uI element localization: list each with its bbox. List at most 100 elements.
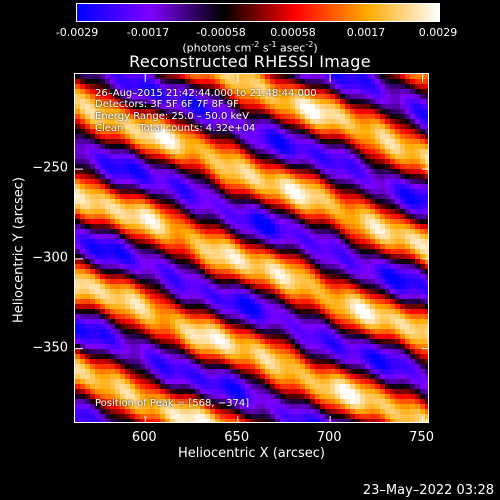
heatmap-cell <box>175 374 181 380</box>
heatmap-cell <box>305 164 311 170</box>
heatmap-cell <box>375 214 381 220</box>
heatmap-cell <box>185 229 191 235</box>
heatmap-cell <box>260 209 266 215</box>
heatmap-cell <box>175 279 181 285</box>
heatmap-cell <box>280 199 286 205</box>
heatmap-cell <box>405 179 411 185</box>
heatmap-cell <box>280 109 286 115</box>
heatmap-cell <box>200 284 206 290</box>
heatmap-cell <box>205 134 211 140</box>
heatmap-cell <box>355 349 361 355</box>
heatmap-cell <box>365 109 371 115</box>
heatmap-cell <box>200 169 206 175</box>
heatmap-cell <box>230 359 236 365</box>
heatmap-cell <box>275 329 281 335</box>
heatmap-cell <box>85 74 91 80</box>
heatmap-cell <box>405 334 411 340</box>
heatmap-cell <box>100 159 106 165</box>
heatmap-cell <box>285 169 291 175</box>
heatmap-cell <box>235 309 241 315</box>
heatmap-cell <box>160 239 166 245</box>
heatmap-cell <box>390 164 396 170</box>
heatmap-cell <box>255 389 261 395</box>
heatmap-cell <box>235 329 241 335</box>
heatmap-cell <box>370 74 376 80</box>
heatmap-cell <box>415 379 421 385</box>
heatmap-cell <box>125 329 131 335</box>
heatmap-cell <box>130 339 136 345</box>
heatmap-cell <box>270 359 276 365</box>
heatmap-cell <box>230 374 236 380</box>
heatmap-cell <box>305 229 311 235</box>
heatmap-cell <box>360 79 366 85</box>
heatmap-cell <box>400 224 406 230</box>
heatmap-cell <box>280 219 286 225</box>
heatmap-cell <box>80 389 86 395</box>
heatmap-cell <box>380 99 386 105</box>
heatmap-cell <box>325 379 331 385</box>
heatmap-cell <box>220 99 226 105</box>
heatmap-cell <box>180 249 186 255</box>
heatmap-cell <box>405 389 411 395</box>
heatmap-cell <box>120 359 126 365</box>
heatmap-cell <box>125 209 131 215</box>
heatmap-cell <box>165 404 171 410</box>
heatmap-cell <box>85 294 91 300</box>
heatmap-cell <box>245 319 251 325</box>
heatmap-cell <box>165 359 171 365</box>
heatmap-cell <box>225 84 231 90</box>
colorbar-segment <box>307 4 312 21</box>
heatmap-cell <box>290 204 296 210</box>
heatmap-cell <box>400 124 406 130</box>
heatmap-cell <box>335 79 341 85</box>
heatmap-cell <box>145 129 151 135</box>
heatmap-cell <box>225 374 231 380</box>
heatmap-cell <box>330 349 336 355</box>
colorbar-segment <box>122 4 127 21</box>
heatmap-cell <box>290 224 296 230</box>
heatmap-cell <box>150 254 156 260</box>
heatmap-cell <box>100 294 106 300</box>
heatmap-cell <box>305 84 311 90</box>
heatmap-cell <box>160 379 166 385</box>
heatmap-cell <box>320 339 326 345</box>
heatmap-cell <box>125 124 131 130</box>
heatmap-cell <box>385 229 391 235</box>
heatmap-cell <box>340 314 346 320</box>
heatmap-cell <box>265 259 271 265</box>
heatmap-cell <box>130 219 136 225</box>
heatmap-cell <box>220 274 226 280</box>
heatmap-cell <box>335 354 341 360</box>
heatmap-cell <box>225 224 231 230</box>
heatmap-cell <box>380 314 386 320</box>
heatmap-cell <box>155 244 161 250</box>
heatmap-cell <box>210 264 216 270</box>
heatmap-cell <box>250 199 256 205</box>
heatmap-cell <box>320 349 326 355</box>
heatmap-cell <box>110 339 116 345</box>
heatmap-cell <box>370 174 376 180</box>
heatmap-cell <box>115 404 121 410</box>
heatmap-cell <box>130 309 136 315</box>
heatmap-cell <box>280 249 286 255</box>
heatmap-cell <box>275 314 281 320</box>
heatmap-cell <box>120 259 126 265</box>
heatmap-cell <box>410 204 416 210</box>
heatmap-cell <box>260 379 266 385</box>
heatmap-cell <box>110 299 116 305</box>
heatmap-cell <box>355 329 361 335</box>
heatmap-cell <box>355 279 361 285</box>
heatmap-cell <box>425 134 428 140</box>
heatmap-cell <box>315 194 321 200</box>
heatmap-cell <box>165 334 171 340</box>
colorbar-segment <box>362 4 366 21</box>
heatmap-cell <box>420 104 426 110</box>
heatmap-cell <box>160 409 166 415</box>
heatmap-cell <box>425 164 428 170</box>
heatmap-cell <box>115 289 121 295</box>
heatmap-cell <box>315 294 321 300</box>
heatmap-cell <box>135 164 141 170</box>
heatmap-cell <box>305 94 311 100</box>
heatmap-cell <box>250 384 256 390</box>
heatmap-cell <box>360 109 366 115</box>
